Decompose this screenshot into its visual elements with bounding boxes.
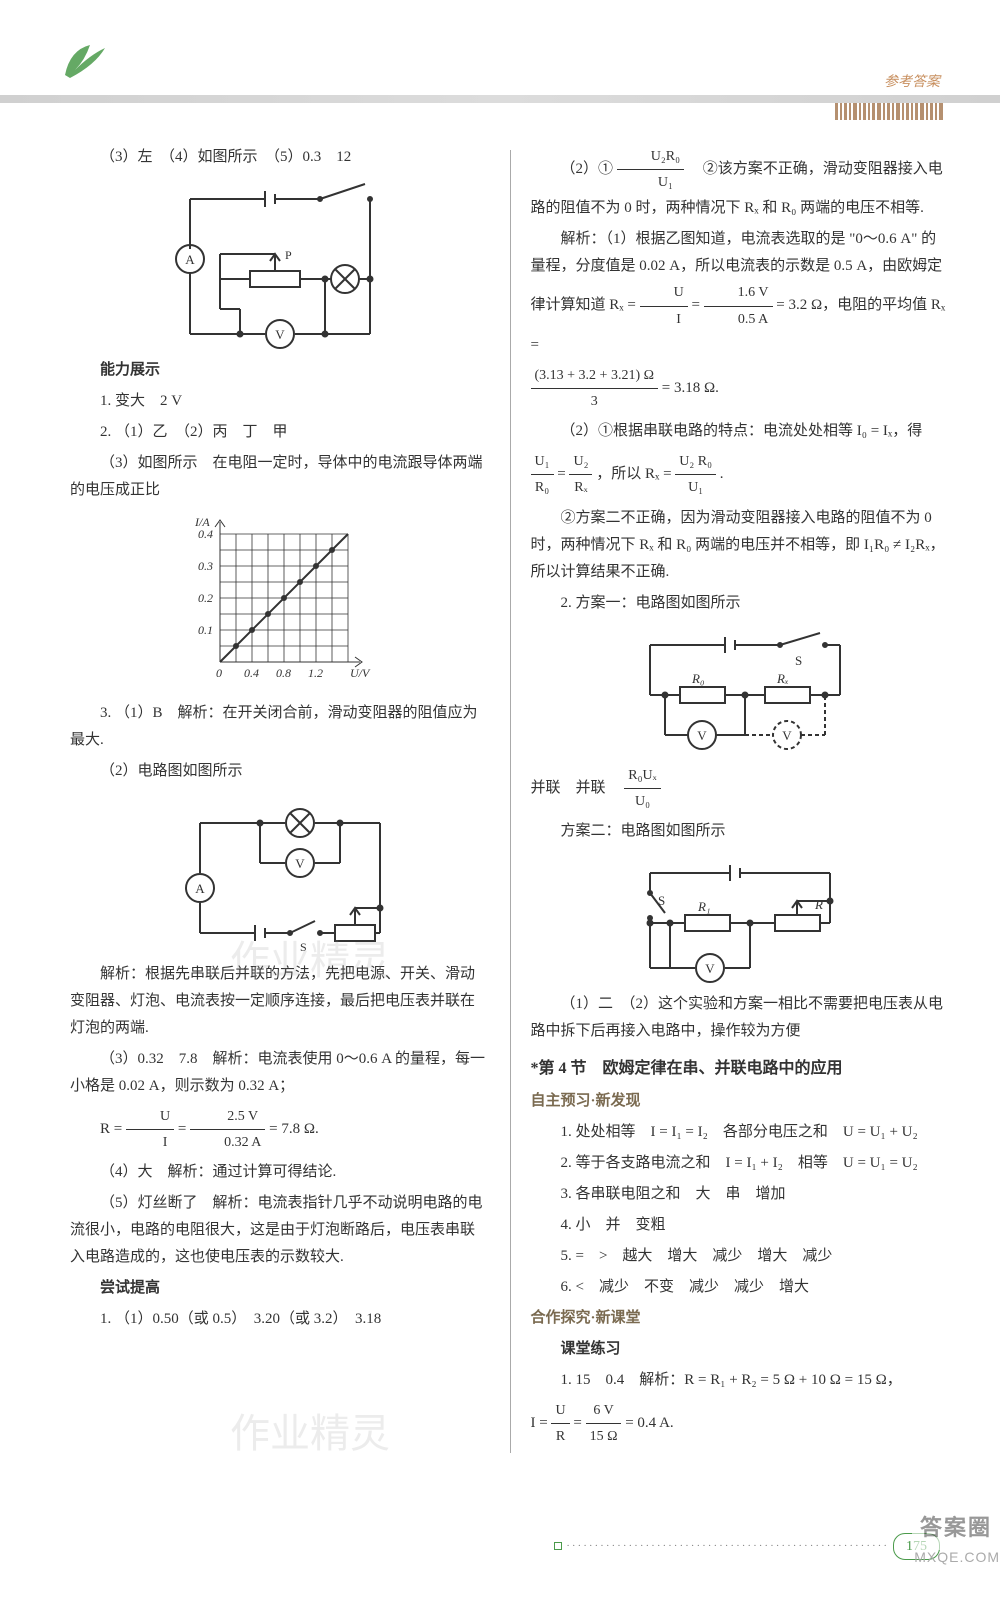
svg-text:V: V	[275, 327, 285, 342]
section-4-title: *第 4 节 欧姆定律在串、并联电路中的应用	[531, 1055, 951, 1084]
svg-text:0.2: 0.2	[198, 591, 213, 605]
page: 参考答案 （3）左 （4）如图所示 （5）0.3 12	[0, 0, 1000, 1600]
text: 1. （1）0.50（或 0.5） 3.20（或 3.2） 3.18	[70, 1306, 490, 1333]
subsection: 自主预习·新发现	[531, 1088, 951, 1115]
text: （3）0.32 7.8 解析：电流表使用 0～0.6 A 的量程，每一小格是 0…	[70, 1046, 490, 1100]
formula: R = UI = 2.5 V0.32 A = 7.8 Ω.	[70, 1104, 490, 1155]
text: 并联 并联 R₀UₓU₀	[531, 763, 951, 814]
svg-text:R: R	[814, 897, 823, 912]
svg-text:P: P	[285, 248, 292, 262]
text: 1. 处处相等 I = I₁ = I₂ 各部分电压之和 U = U₁ + U₂	[531, 1119, 951, 1146]
svg-text:R₀: R₀	[691, 671, 704, 686]
svg-text:1.2: 1.2	[308, 666, 323, 680]
text: （4）大 解析：通过计算可得结论.	[70, 1159, 490, 1186]
text: 解析：（1）根据乙图知道，电流表选取的是 "0～0.6 A" 的量程，分度值是 …	[531, 226, 951, 358]
svg-text:S: S	[795, 653, 802, 668]
text: ②方案二不正确，因为滑动变阻器接入电路的阻值不为 0 时，两种情况下 Rₓ 和 …	[531, 505, 951, 586]
text: 5. = > 越大 增大 减少 增大 减少	[531, 1243, 951, 1270]
text: （2）① U₂R₀U₁ ②该方案不正确，滑动变阻器接入电路的阻值不为 0 时，两…	[531, 144, 951, 222]
page-number: ········································…	[554, 1533, 940, 1560]
text: 6. < 减少 不变 减少 减少 增大	[531, 1274, 951, 1301]
svg-text:0.1: 0.1	[198, 623, 213, 637]
text: （2）电路图如图所示	[70, 758, 490, 785]
logo-leaf-icon	[60, 40, 110, 90]
header-label: 参考答案	[884, 70, 940, 95]
svg-text:0: 0	[216, 666, 222, 680]
text: 1. 变大 2 V	[70, 388, 490, 415]
svg-text:Rₓ: Rₓ	[776, 671, 789, 686]
svg-text:V: V	[783, 728, 793, 743]
circuit-diagram-1: A V P	[150, 179, 410, 349]
text: 解析：根据先串联后并联的方法，先把电源、开关、滑动变阻器、灯泡、电流表按一定顺序…	[70, 961, 490, 1042]
text: （1）二 （2）这个实验和方案一相比不需要把电压表从电路中拆下后再接入电路中，操…	[531, 991, 951, 1045]
svg-text:V: V	[698, 728, 708, 743]
text: （3）如图所示 在电阻一定时，导体中的电流跟导体两端的电压成正比	[70, 450, 490, 504]
subsection: 课堂练习	[531, 1336, 951, 1363]
text: 方案二：电路图如图所示	[531, 818, 951, 845]
section-title: 能力展示	[70, 357, 490, 384]
text: 2. （1）乙 （2）丙 丁 甲	[70, 419, 490, 446]
svg-text:V: V	[706, 961, 716, 976]
watermark: 作业精灵	[230, 1398, 390, 1470]
watermark-url: MXQE.COM	[914, 1545, 1000, 1570]
small-square-icon	[554, 1542, 562, 1550]
svg-text:V: V	[295, 856, 305, 871]
svg-text:S: S	[300, 940, 307, 953]
watermark-tag: 答案圈	[912, 1506, 1000, 1550]
svg-text:0.8: 0.8	[276, 666, 291, 680]
dotted-line: ········································…	[566, 1537, 889, 1557]
svg-text:0.4: 0.4	[244, 666, 259, 680]
circuit-diagram-4: S R₁ R	[620, 853, 860, 983]
subsection: 合作探究·新课堂	[531, 1305, 951, 1332]
text: （2）①根据串联电路的特点：电流处处相等 I₀ = Iₓ，得	[531, 418, 951, 445]
text: 2. 等于各支路电流之和 I = I₁ + I₂ 相等 U = U₁ = U₂	[531, 1150, 951, 1177]
text: 3. （1）B 解析：在开关闭合前，滑动变阻器的阻值应为最大.	[70, 700, 490, 754]
svg-text:0.3: 0.3	[198, 559, 213, 573]
text: 3. 各串联电阻之和 大 串 增加	[531, 1181, 951, 1208]
svg-text:S: S	[658, 893, 665, 908]
column-divider	[510, 150, 511, 1453]
text: 1. 15 0.4 解析：R = R₁ + R₂ = 5 Ω + 10 Ω = …	[531, 1367, 951, 1394]
iv-chart: I/A 0.40.3 0.20.1 0 0.40.81.2 U/V	[180, 512, 380, 692]
circuit-diagram-3: S R₀ Rₓ V	[610, 625, 870, 755]
text: (3.13 + 3.2 + 3.21) Ω3 = 3.18 Ω.	[531, 363, 951, 414]
text: （3）左 （4）如图所示 （5）0.3 12	[70, 144, 490, 171]
text: （5）灯丝断了 解析：电流表指针几乎不动说明电路的电流很小，电路的电阻很大，这是…	[70, 1190, 490, 1271]
svg-text:A: A	[195, 881, 205, 896]
svg-text:R₁: R₁	[697, 899, 710, 914]
formula: I = UR = 6 V15 Ω = 0.4 A.	[531, 1398, 951, 1449]
left-column: （3）左 （4）如图所示 （5）0.3 12 A V	[70, 140, 490, 1453]
svg-text:0.4: 0.4	[198, 527, 213, 541]
text: 2. 方案一：电路图如图所示	[531, 590, 951, 617]
text: 4. 小 并 变粗	[531, 1212, 951, 1239]
svg-text:A: A	[185, 252, 195, 267]
section-title: 尝试提高	[70, 1275, 490, 1302]
circuit-diagram-2: A S	[150, 793, 410, 953]
text: U₁R₀ = U₂Rₓ ，所以 Rₓ = U₂ R₀U₁ .	[531, 449, 951, 500]
right-column: （2）① U₂R₀U₁ ②该方案不正确，滑动变阻器接入电路的阻值不为 0 时，两…	[531, 140, 951, 1453]
header-bar	[0, 95, 1000, 103]
svg-text:U/V: U/V	[350, 666, 371, 680]
